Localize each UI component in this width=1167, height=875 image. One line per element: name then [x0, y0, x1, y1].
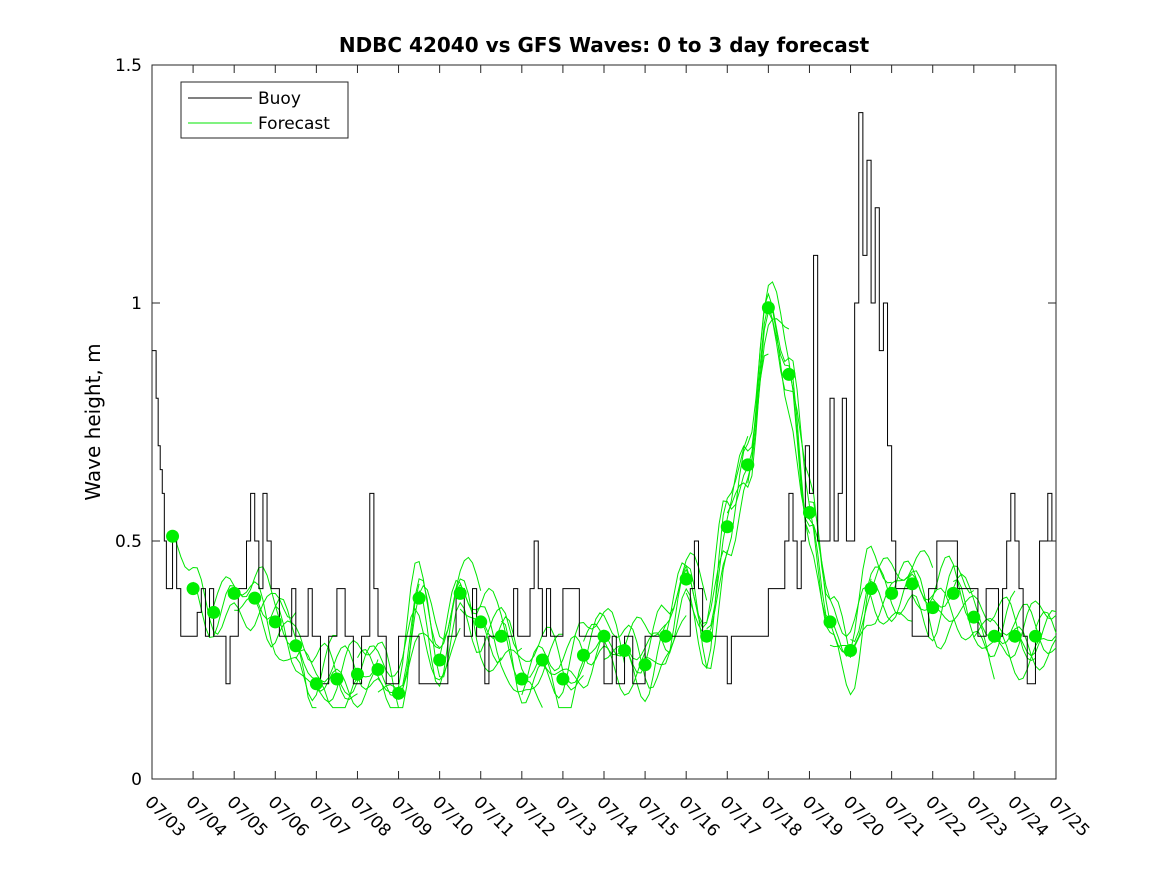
forecast-analysis-point [659, 629, 673, 643]
forecast-line [953, 578, 1057, 659]
forecast-analysis-point [1028, 629, 1042, 643]
forecast-line [357, 556, 482, 694]
forecast-analysis-point [412, 591, 426, 605]
forecast-line [788, 369, 913, 638]
forecast-line [993, 626, 1057, 671]
forecast-analysis-point [556, 672, 570, 686]
forecast-analysis-point [330, 672, 344, 686]
forecast-analysis-point [576, 648, 590, 662]
forecast-analysis-point [207, 605, 221, 619]
forecast-analysis-point [268, 615, 282, 629]
legend-forecast-label: Forecast [258, 114, 330, 134]
forecast-line [172, 533, 297, 635]
forecast-analysis-point [761, 301, 775, 315]
legend-buoy-label: Buoy [258, 89, 301, 109]
forecast-line [562, 612, 687, 689]
forecast-analysis-point [371, 663, 385, 677]
forecast-analysis-point [741, 458, 755, 472]
forecast-analysis-point [618, 643, 632, 657]
forecast-line [213, 576, 337, 702]
forecast-analysis-point [946, 586, 960, 600]
forecast-analysis-point [802, 505, 816, 519]
y-tick-label: 0.5 [115, 532, 142, 552]
y-tick-label: 0 [131, 770, 142, 790]
forecast-analysis-point [309, 677, 323, 691]
forecast-analysis-point [720, 520, 734, 534]
y-tick-label: 1 [131, 294, 142, 314]
forecast-analysis-point [248, 591, 262, 605]
forecast-line [1035, 611, 1057, 634]
forecast-analysis-point [638, 658, 652, 672]
forecast-analysis-point [433, 653, 447, 667]
forecast-analysis-point [782, 367, 796, 381]
plot-area [151, 64, 1057, 780]
forecast-analysis-point [844, 643, 858, 657]
forecast-analysis-point [885, 586, 899, 600]
forecast-line [500, 607, 625, 704]
forecast-analysis-point [453, 586, 467, 600]
forecast-analysis-points [166, 301, 1042, 700]
buoy-line [152, 112, 1056, 685]
forecast-analysis-point [823, 615, 837, 629]
forecast-analysis-point [926, 601, 940, 615]
forecast-analysis-point [474, 615, 488, 629]
forecast-analysis-point [700, 629, 714, 643]
forecast-analysis-point [905, 577, 919, 591]
forecast-analysis-point [227, 586, 241, 600]
forecast-line [747, 292, 872, 696]
buoy-series [152, 112, 1056, 685]
forecast-line [973, 603, 1057, 655]
forecast-analysis-point [864, 582, 878, 596]
legend-box [180, 81, 349, 139]
forecast-analysis-point [289, 639, 303, 653]
chart-title: NDBC 42040 vs GFS Waves: 0 to 3 day fore… [339, 33, 870, 57]
forecast-analysis-point [535, 653, 549, 667]
forecast-analysis-point [166, 529, 180, 543]
forecast-line [891, 560, 1016, 658]
y-tick-label: 1.5 [115, 56, 142, 76]
forecast-line [439, 579, 563, 693]
y-axis-label: Wave height, m [81, 343, 105, 500]
forecast-analysis-point [494, 629, 508, 643]
forecast-analysis-point [679, 572, 693, 586]
forecast-analysis-point [186, 582, 200, 596]
forecast-analysis-point [967, 610, 981, 624]
forecast-analysis-point [1008, 629, 1022, 643]
forecast-analysis-point [515, 672, 529, 686]
forecast-analysis-point [987, 629, 1001, 643]
y-axis-ticks: 0 0.5 1 1.5 [115, 56, 1056, 790]
forecast-line [274, 605, 399, 708]
forecast-line [398, 578, 523, 689]
legend: Buoy Forecast [180, 81, 349, 139]
forecast-analysis-point [392, 686, 406, 700]
forecast-analysis-point [350, 667, 364, 681]
forecast-analysis-point [597, 629, 611, 643]
